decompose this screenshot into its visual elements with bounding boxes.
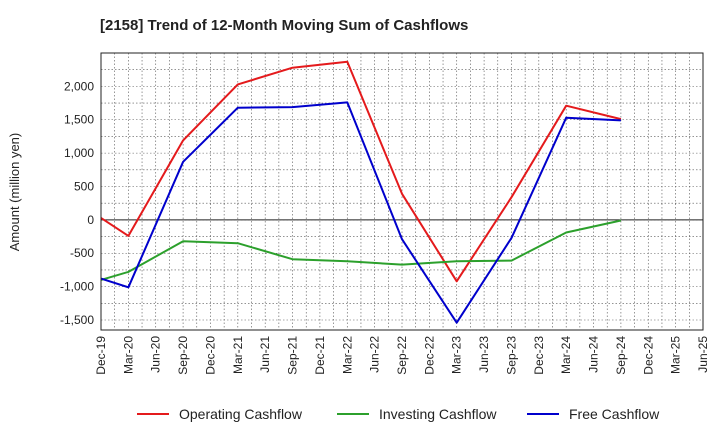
x-tick-label: Mar-20 bbox=[121, 336, 135, 374]
y-tick-label: 2,000 bbox=[64, 79, 94, 93]
legend-label: Operating Cashflow bbox=[179, 406, 303, 422]
y-tick-label: 1,000 bbox=[64, 146, 94, 160]
legend-label: Free Cashflow bbox=[569, 406, 660, 422]
x-tick-label: Dec-20 bbox=[203, 336, 217, 375]
x-tick-label: Jun-20 bbox=[149, 336, 163, 373]
grid-lines bbox=[100, 52, 704, 330]
y-tick-label: -1,500 bbox=[60, 313, 94, 327]
legend: Operating Cashflow Investing Cashflow Free… bbox=[137, 406, 660, 422]
x-tick-label: Jun-23 bbox=[477, 336, 491, 373]
x-tick-label: Sep-22 bbox=[395, 336, 409, 375]
x-tick-label: Mar-25 bbox=[669, 336, 683, 374]
x-tick-labels: Dec-19 Mar-20 Jun-20 Sep-20 Dec-20 Mar-21 Jun-… bbox=[94, 336, 710, 375]
x-tick-label: Dec-22 bbox=[422, 336, 436, 375]
x-tick-label: Mar-23 bbox=[450, 336, 464, 374]
x-tick-label: Sep-24 bbox=[614, 336, 628, 375]
x-tick-label: Dec-19 bbox=[94, 336, 108, 375]
x-tick-label: Mar-24 bbox=[559, 336, 573, 374]
series-line-3 bbox=[100, 101, 621, 324]
x-tick-label: Sep-23 bbox=[504, 336, 518, 375]
series-lines bbox=[100, 60, 622, 324]
x-tick-label: Dec-24 bbox=[641, 336, 655, 375]
y-tick-label: 500 bbox=[74, 179, 94, 193]
x-tick-label: Sep-20 bbox=[176, 336, 190, 375]
legend-label: Investing Cashflow bbox=[379, 406, 497, 422]
y-tick-label: 1,500 bbox=[64, 113, 94, 127]
x-tick-label: Jun-24 bbox=[587, 336, 601, 373]
x-tick-label: Mar-22 bbox=[340, 336, 354, 374]
series-line-1 bbox=[100, 60, 622, 283]
chart-title: [2158] Trend of 12-Month Moving Sum of C… bbox=[100, 17, 468, 34]
x-tick-label: Jun-21 bbox=[258, 336, 272, 373]
y-tick-label: -1,000 bbox=[60, 280, 94, 294]
x-tick-label: Jun-25 bbox=[696, 336, 710, 373]
x-tick-label: Dec-21 bbox=[313, 336, 327, 375]
y-tick-label: -500 bbox=[70, 246, 94, 260]
plot-frame bbox=[100, 52, 704, 331]
x-tick-label: Jun-22 bbox=[368, 336, 382, 373]
x-tick-label: Dec-23 bbox=[532, 336, 546, 375]
x-tick-label: Sep-21 bbox=[286, 336, 300, 375]
y-tick-labels: -1,500 -1,000 -500 0 500 1,000 1,500 2,000 bbox=[60, 79, 94, 327]
y-tick-label: 0 bbox=[87, 213, 94, 227]
series-line-2 bbox=[100, 219, 622, 281]
x-tick-label: Mar-21 bbox=[231, 336, 245, 374]
y-axis-label: Amount (million yen) bbox=[7, 133, 22, 252]
